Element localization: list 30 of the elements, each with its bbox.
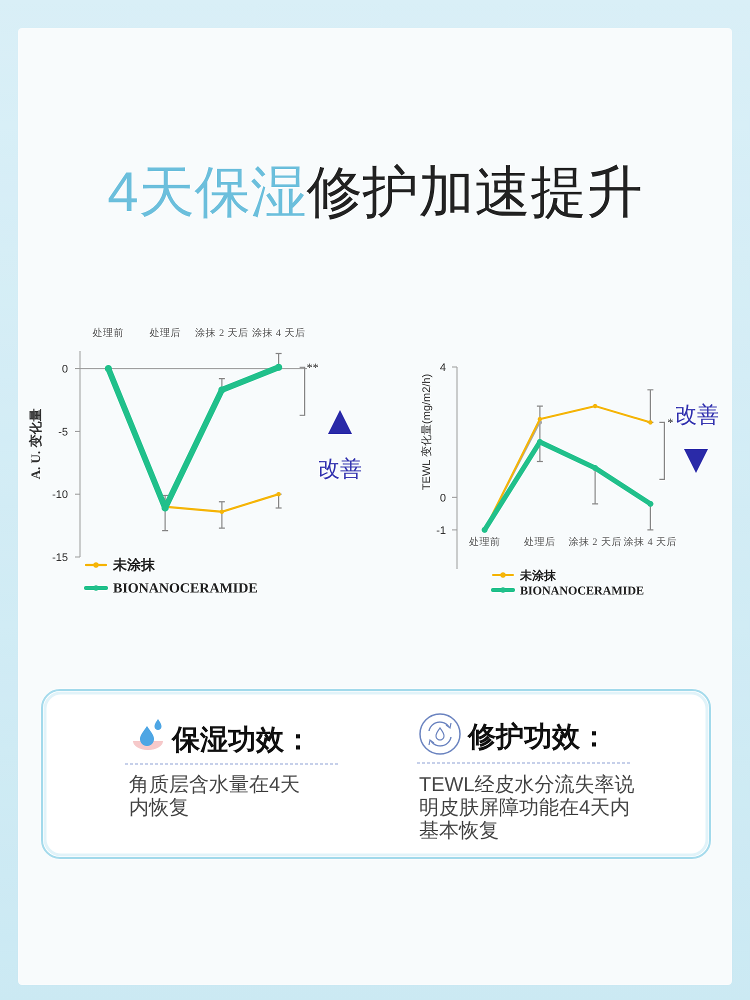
y-tick-label: 0	[62, 364, 68, 376]
text: 改善	[318, 456, 362, 481]
x-tick-label: 涂抹 4 天后	[252, 327, 306, 339]
chart-title: 4天保湿修护加速提升	[107, 160, 643, 223]
text: 保湿功效：	[171, 724, 312, 755]
x-tick-label: 处理前	[468, 536, 500, 548]
y-axis-title: TEWL 变化量(mg/m2/h)	[420, 374, 433, 490]
y-axis-title: A. U. 变化量	[28, 408, 43, 480]
text: 角质层含水量在4天内恢复	[129, 774, 300, 819]
y-tick-label: -5	[58, 426, 68, 438]
legend-label: BIONANOCERAMIDE	[520, 584, 644, 598]
y-tick-label: -1	[436, 524, 446, 537]
legend-label: 未涂抹	[112, 558, 156, 574]
text: 修护功效：	[467, 721, 608, 752]
annotation: 改善	[675, 402, 719, 427]
y-tick-label: -15	[52, 552, 68, 564]
x-tick-label: 涂抹 2 天后	[568, 536, 622, 548]
y-tick-label: 0	[440, 492, 446, 504]
legend-label: BIONANOCERAMIDE	[113, 582, 258, 596]
y-tick-label: 4	[440, 362, 446, 374]
legend-label: 未涂抹	[519, 568, 557, 582]
x-tick-label: 处理后	[149, 327, 181, 339]
annotation: **	[306, 360, 319, 374]
x-tick-label: 涂抹 4 天后	[624, 536, 678, 548]
y-tick-label: -10	[52, 489, 68, 502]
x-tick-label: 处理后	[524, 536, 556, 548]
text: TEWL经皮水分流失率说明皮肤屏障功能在4天内基本恢复	[419, 774, 635, 842]
x-tick-label: 处理前	[92, 327, 124, 339]
x-tick-label: 涂抹 2 天后	[195, 327, 249, 339]
annotation: *	[667, 415, 674, 430]
